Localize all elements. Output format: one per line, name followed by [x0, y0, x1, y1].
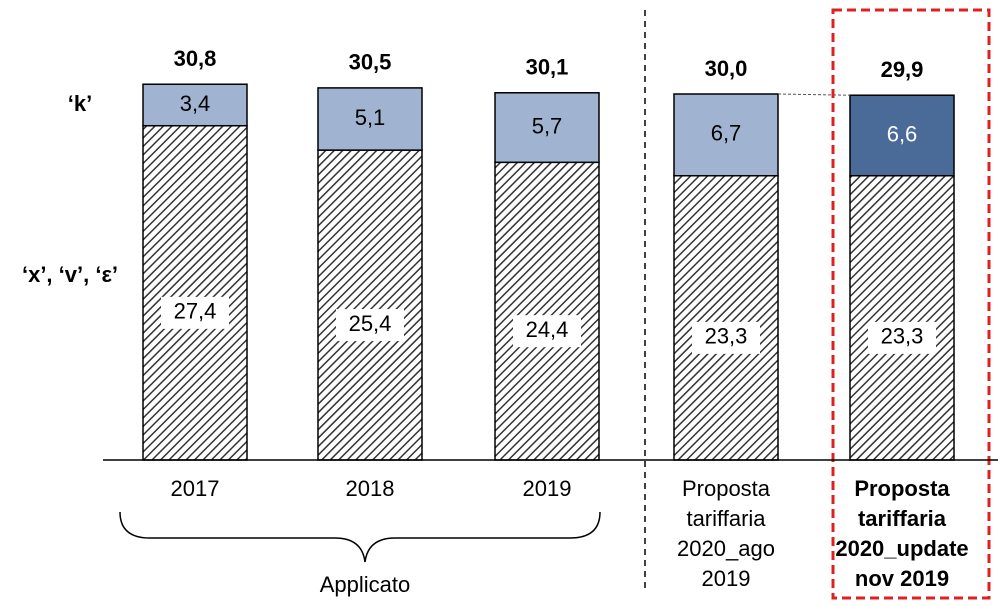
x-tick-label: Proposta — [854, 476, 950, 501]
label-bg — [513, 315, 581, 348]
bar-segment — [849, 94, 955, 177]
bar-segment — [673, 93, 779, 177]
x-tick-label: tariffaria — [858, 506, 947, 531]
total-label: 30,8 — [174, 46, 217, 71]
value-label: 24,4 — [526, 317, 569, 342]
bar-segment — [494, 161, 600, 461]
total-label: 29,9 — [881, 57, 924, 82]
bar-segment — [142, 83, 248, 127]
x-tick-label: Proposta — [682, 476, 771, 501]
x-tick-label: 2020_ago — [677, 536, 775, 561]
value-label: 3,4 — [180, 91, 211, 116]
x-tick-label: tariffaria — [686, 506, 766, 531]
bar-segment — [673, 174, 779, 461]
highlight-box — [831, 8, 991, 600]
value-label: 27,4 — [174, 299, 217, 324]
value-label: 25,4 — [349, 311, 392, 336]
bar-segment — [317, 87, 423, 151]
x-tick-label: 2019 — [702, 566, 751, 591]
value-label: 5,1 — [355, 105, 386, 130]
x-tick-label: nov 2019 — [855, 566, 949, 591]
series-label: ‘x’, ‘v’, ‘ε’ — [22, 262, 118, 287]
group-label: Applicato — [320, 572, 411, 597]
x-tick-label: 2018 — [346, 476, 395, 501]
label-bg — [868, 321, 936, 354]
x-tick-label: 2017 — [171, 476, 220, 501]
total-label: 30,1 — [526, 55, 569, 80]
group-brace — [119, 511, 601, 563]
label-bg — [161, 296, 229, 329]
bar-segment — [494, 92, 600, 164]
bar-segment — [142, 124, 248, 461]
label-bg — [692, 321, 760, 354]
value-label: 23,3 — [881, 324, 924, 349]
series-label: ‘k’ — [68, 91, 92, 116]
bar-segment — [849, 174, 955, 461]
value-label: 5,7 — [532, 113, 563, 138]
total-label: 30,5 — [349, 50, 392, 75]
label-bg — [336, 309, 404, 342]
x-tick-label: 2019 — [523, 476, 572, 501]
x-tick-label: 2020_update — [835, 536, 968, 561]
connector — [777, 93, 851, 96]
bar-segment — [317, 149, 423, 461]
total-label: 30,0 — [705, 56, 748, 81]
value-label: 23,3 — [705, 324, 748, 349]
value-label: 6,6 — [887, 121, 918, 146]
value-label: 6,7 — [711, 121, 742, 146]
